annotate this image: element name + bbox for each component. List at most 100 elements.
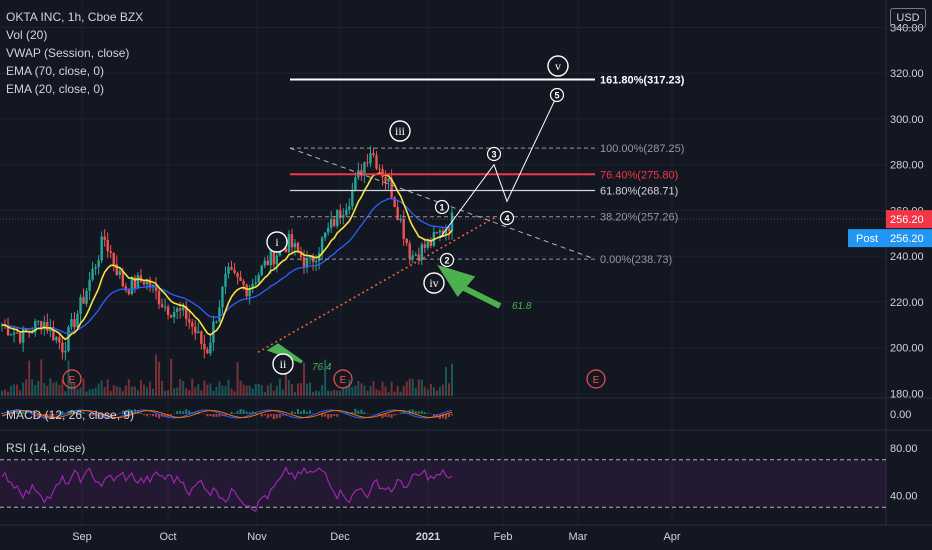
candle-body (251, 283, 254, 289)
macd-bar (176, 410, 179, 414)
macd-bar (357, 410, 360, 414)
volume-bar (164, 390, 167, 396)
candle-body (393, 197, 396, 208)
candle-body (221, 286, 224, 308)
fib-level-label: 61.80%(268.71) (600, 186, 678, 198)
volume-bar (339, 390, 342, 396)
candle-body (46, 322, 49, 331)
macd-label[interactable]: MACD (12, 26, close, 9) (6, 408, 135, 422)
y-tick-label: 280.00 (890, 160, 924, 172)
volume-bar (372, 381, 375, 396)
candle-body (133, 277, 137, 289)
candle-body (70, 319, 73, 328)
candle-body (363, 162, 366, 176)
volume-bar (206, 384, 209, 396)
macd-bar (55, 414, 58, 416)
candle-body (263, 260, 266, 266)
earnings-marker (333, 369, 353, 389)
candle-body (209, 342, 212, 354)
candle-body (329, 218, 333, 228)
macd-bar (58, 412, 61, 414)
candle-body (191, 322, 194, 327)
volume-bar (233, 391, 236, 396)
volume-bar (248, 385, 251, 396)
volume-bar (230, 388, 233, 396)
macd-bar (79, 411, 82, 414)
post-tag-label: Post (856, 233, 878, 245)
macd-bar (124, 411, 127, 414)
currency-button[interactable]: USD (890, 8, 926, 28)
candle-body (194, 326, 197, 334)
volume-bar (451, 363, 453, 396)
volume-bar (354, 385, 357, 396)
candle-body (197, 331, 200, 334)
legend-vwap[interactable]: VWAP (Session, close) (6, 46, 130, 60)
candle-body (127, 290, 131, 295)
candle-body (172, 311, 176, 318)
candle-body (326, 227, 330, 233)
wave-label-circle (389, 120, 411, 142)
macd-bar (25, 410, 28, 414)
macd-bar (360, 409, 363, 414)
macd-bar (19, 409, 22, 414)
macd-bar (387, 414, 390, 418)
rsi-label[interactable]: RSI (14, close) (6, 441, 86, 455)
candle-body (236, 272, 239, 278)
volume-bar (194, 387, 197, 396)
macd-bar (158, 414, 161, 419)
volume-bar (408, 378, 411, 396)
candle-body (182, 306, 185, 311)
candle-body (24, 328, 28, 332)
candle-body (40, 321, 43, 330)
candle-body (160, 304, 164, 307)
macd-bar (444, 414, 447, 420)
x-tick-label: 2021 (416, 531, 440, 543)
volume-bar (263, 391, 266, 396)
volume-bar (10, 385, 13, 396)
fib-level-label: 0.00%(238.73) (600, 254, 672, 266)
candle-body (339, 210, 342, 218)
volume-bar (197, 384, 200, 396)
candle-body (188, 319, 191, 323)
legend-symbol[interactable]: OKTA INC, 1h, Cboe BZX (6, 10, 144, 24)
legend-vol[interactable]: Vol (20) (6, 28, 48, 42)
candle-body (323, 232, 327, 238)
earnings-marker (586, 369, 606, 389)
volume-bar (405, 381, 408, 396)
volume-bar (423, 386, 426, 396)
candle-body (305, 257, 309, 267)
legend-ema70[interactable]: EMA (70, close, 0) (6, 64, 105, 78)
volume-bar (330, 390, 333, 396)
post-price-label: 256.20 (890, 233, 924, 245)
volume-bar (70, 382, 73, 396)
candle-body (142, 281, 146, 285)
wave-label-circle (486, 146, 502, 162)
candle-body (21, 328, 25, 343)
volume-bars (1, 354, 453, 396)
earnings-label: E (340, 375, 347, 386)
x-tick-label: Nov (247, 531, 267, 543)
volume-bar (55, 381, 58, 396)
macd-bar (206, 414, 209, 417)
volume-bar (269, 383, 272, 396)
candle-body (429, 240, 433, 246)
wave-label: ii (280, 357, 287, 371)
trend-line-dotted (257, 216, 496, 353)
volume-bar (49, 378, 52, 396)
volume-bar (31, 379, 34, 396)
y-tick-label: 320.00 (890, 68, 924, 80)
macd-bar (432, 414, 435, 417)
macd-bar (31, 414, 34, 415)
arrow-icon (437, 264, 502, 309)
candle-body (239, 277, 242, 282)
candle-body (12, 332, 16, 335)
candle-body (163, 306, 167, 308)
candle-body (333, 218, 336, 226)
macd-bar (251, 411, 254, 414)
legend-ema20[interactable]: EMA (20, close, 0) (6, 82, 105, 96)
candle-body (18, 333, 22, 343)
volume-bar (91, 388, 94, 396)
candle-body (372, 153, 375, 156)
macd-bar (345, 411, 348, 414)
